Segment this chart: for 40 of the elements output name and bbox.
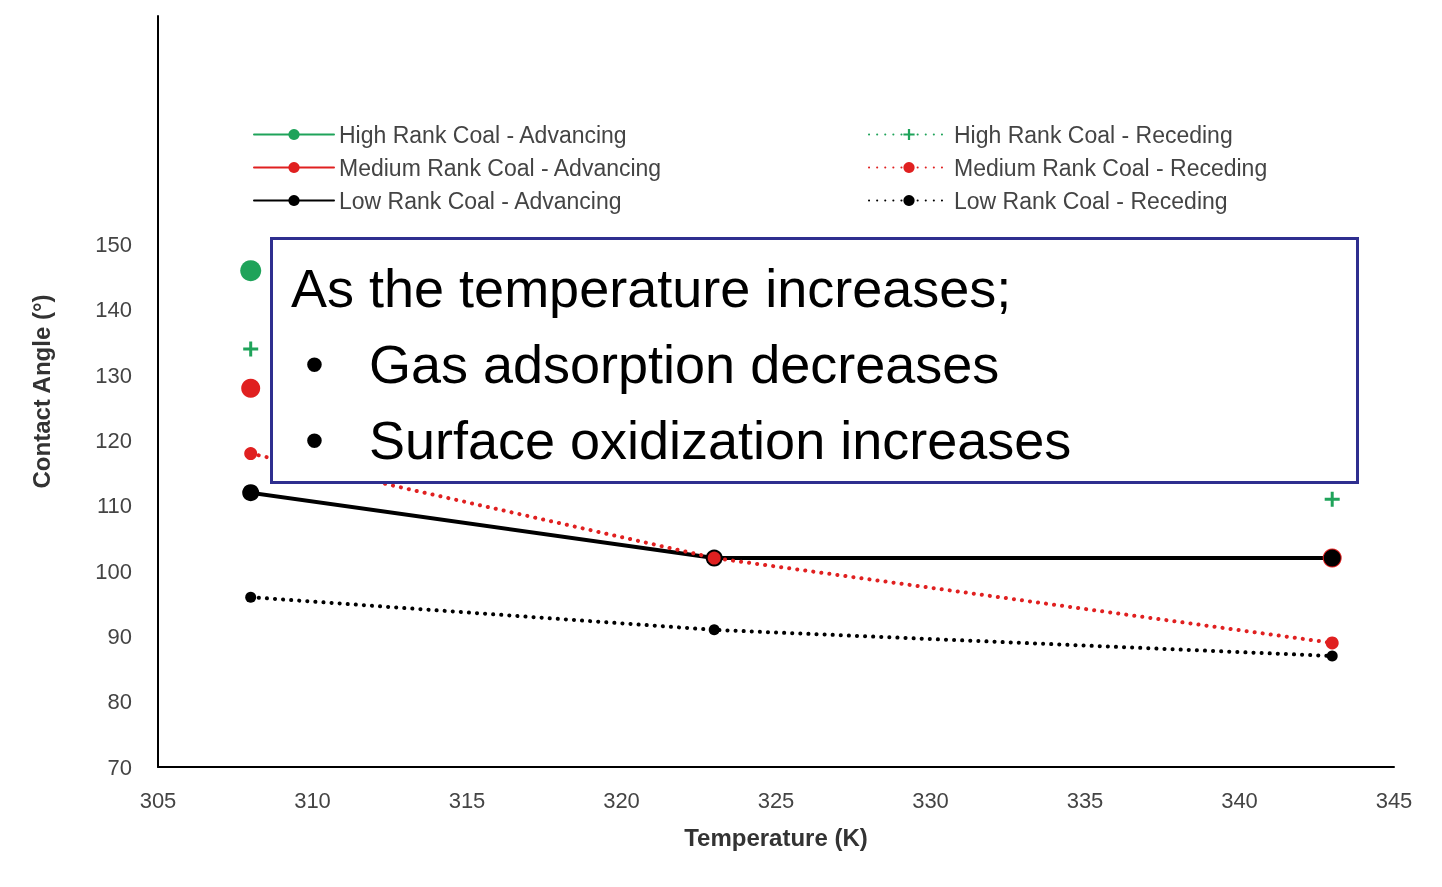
- x-tick-label: 315: [448, 787, 486, 813]
- point: [243, 341, 259, 357]
- legend-label: High Rank Coal - Advancing: [339, 121, 627, 148]
- y-tick-label: 90: [107, 623, 132, 649]
- legend-label: Medium Rank Coal - Advancing: [339, 154, 662, 181]
- x-tick-label: 340: [1221, 787, 1258, 813]
- note-box: As the temperature increases; • Gas adsorption decreases • Surface oxidization increases: [270, 237, 1359, 484]
- x-tick-label: 325: [757, 787, 795, 813]
- x-tick-label: 330: [912, 787, 949, 813]
- point: [708, 624, 720, 636]
- y-tick-label: 110: [96, 493, 132, 519]
- x-tick-label: 310: [294, 787, 331, 813]
- point: [244, 447, 258, 461]
- y-tick-label: 130: [95, 362, 132, 388]
- annotation: • Gas adsorption decreases: [304, 333, 1001, 396]
- x-tick-label: 305: [139, 787, 177, 813]
- legend-label: Low Rank Coal - Advancing: [339, 187, 622, 214]
- x-tick-label: 320: [603, 787, 640, 813]
- legend-label: High Rank Coal - Receding: [954, 121, 1233, 148]
- point: [242, 484, 260, 502]
- point: [1326, 650, 1338, 662]
- point: [241, 378, 261, 398]
- y-tick-label: 140: [95, 297, 132, 323]
- y-tick-label: 70: [107, 754, 132, 780]
- x-tick-label: 345: [1375, 787, 1413, 813]
- point: [240, 260, 262, 282]
- x-tick-label: 335: [1066, 787, 1104, 813]
- x-axis-title: Temperature (K): [684, 823, 868, 851]
- point: [1324, 491, 1340, 507]
- point: [245, 591, 257, 603]
- legend-label: Medium Rank Coal - Receding: [954, 154, 1268, 181]
- legend-label: Low Rank Coal - Receding: [954, 187, 1228, 214]
- point: [1325, 636, 1339, 650]
- y-tick-label: 150: [95, 232, 132, 258]
- annotation: As the temperature increases;: [291, 257, 1013, 320]
- y-axis-title: Contact Angle (°): [27, 294, 55, 489]
- y-tick-label: 100: [95, 558, 132, 584]
- annotation: • Surface oxidization increases: [304, 409, 1073, 472]
- y-tick-label: 80: [107, 689, 132, 715]
- y-tick-label: 120: [95, 427, 132, 453]
